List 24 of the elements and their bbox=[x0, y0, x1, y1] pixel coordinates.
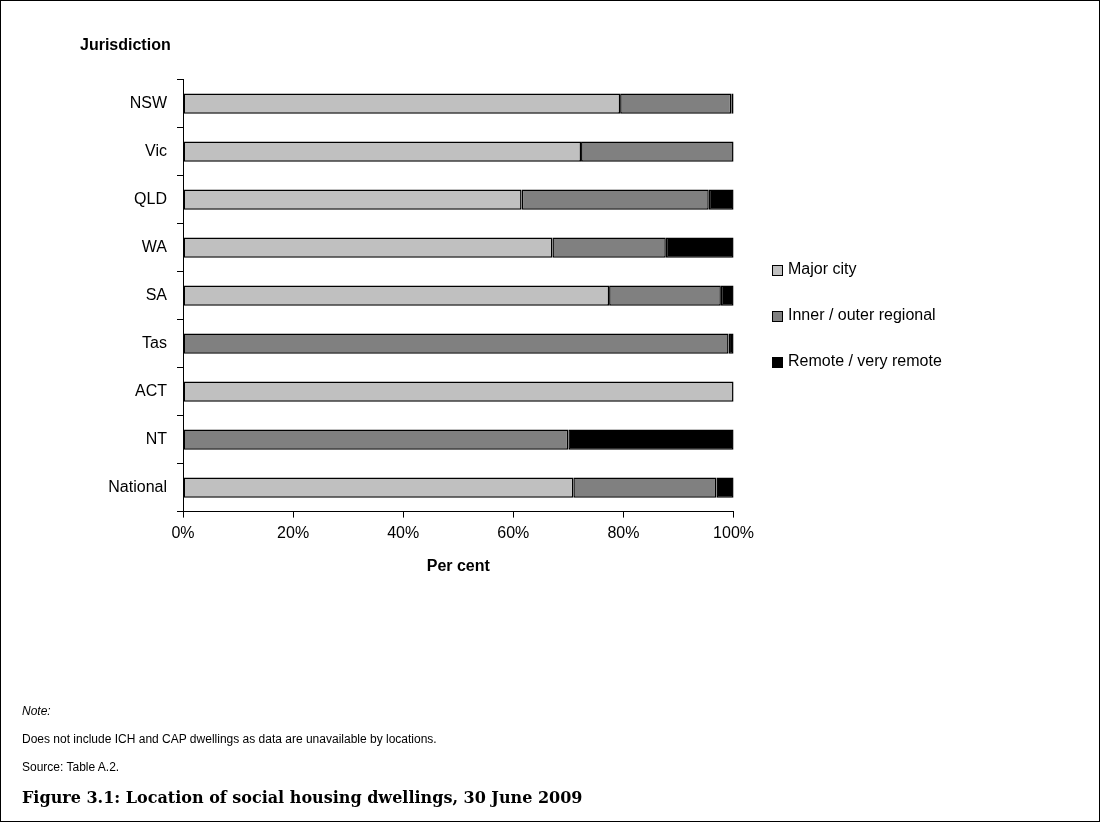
x-tick-label: 60% bbox=[497, 523, 530, 541]
y-tick-label: NT bbox=[145, 430, 168, 448]
legend-label: Major city bbox=[788, 260, 858, 278]
x-tick-label: 40% bbox=[387, 523, 420, 541]
text: Figure 3.1: Location of social housing dwellings, 30 June 2009 bbox=[22, 788, 583, 807]
y-tick-label: WA bbox=[141, 238, 168, 256]
x-axis-title: Per cent bbox=[426, 556, 491, 574]
legend-label: Inner / outer regional bbox=[788, 306, 937, 324]
source-note: Source: Table A.2. bbox=[22, 760, 121, 774]
x-tick-label: 100% bbox=[713, 523, 754, 541]
y-tick-label: QLD bbox=[134, 190, 167, 208]
x-tick-label: 80% bbox=[607, 523, 640, 541]
y-tick-label: ACT bbox=[135, 382, 168, 400]
text: Does not include ICH and CAP dwellings as data are unavailable by locations. bbox=[22, 732, 437, 746]
y-tick-label: NSW bbox=[129, 94, 168, 112]
y-tick-label: SA bbox=[145, 286, 168, 304]
y-tick-label: Vic bbox=[145, 142, 167, 160]
y-tick-label: Tas bbox=[142, 334, 167, 352]
text: Note: bbox=[22, 704, 52, 718]
x-tick-label: 0% bbox=[171, 523, 195, 541]
x-tick-label: 20% bbox=[277, 523, 310, 541]
y-tick-label: National bbox=[108, 478, 167, 496]
y-axis-title: Jurisdiction bbox=[80, 36, 171, 54]
legend-label: Remote / very remote bbox=[788, 352, 943, 370]
